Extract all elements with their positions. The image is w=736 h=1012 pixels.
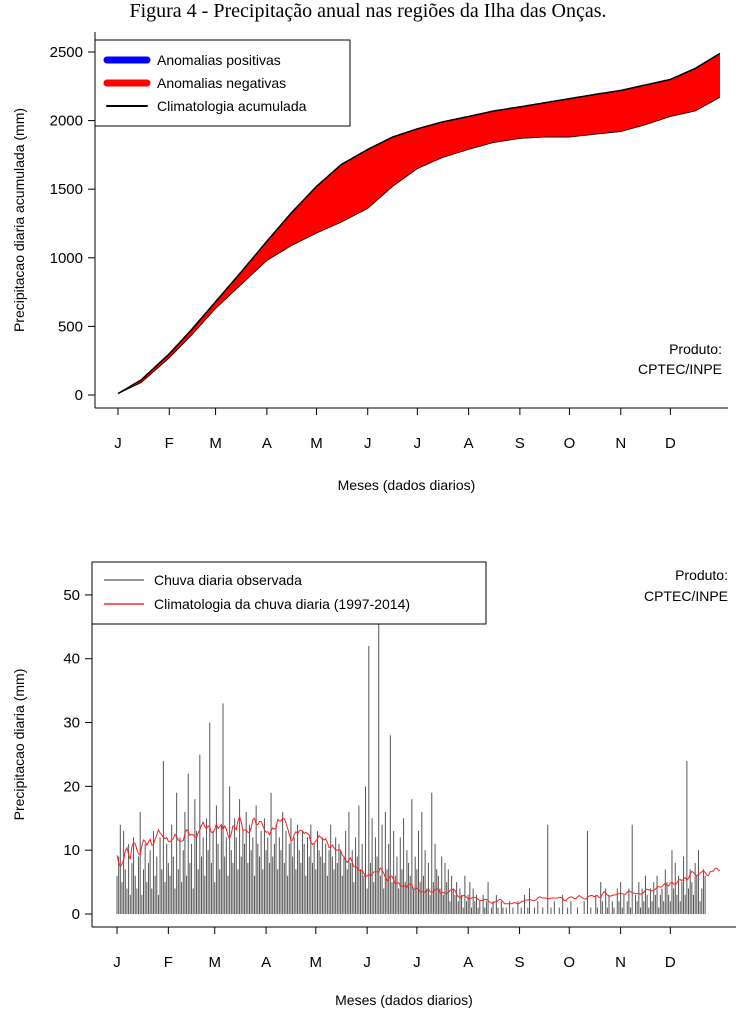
y-tick-label: 30: [63, 715, 80, 732]
x-tick-label: J: [414, 435, 422, 452]
x-tick-label: D: [665, 435, 676, 452]
y-axis-label: Precipitacao diaria (mm): [11, 669, 27, 821]
x-tick-label: J: [363, 954, 371, 971]
observed-bars: [116, 620, 706, 914]
x-tick-label: M: [310, 954, 323, 971]
legend: Chuva diaria observada Climatologia da ch…: [91, 561, 487, 625]
y-tick-label: 40: [63, 651, 80, 668]
x-tick-label: A: [261, 954, 271, 971]
y-axis-label: Precipitacao diaria acumulada (mm): [11, 108, 27, 332]
x-tick-label: J: [113, 954, 121, 971]
y-tick-label: 0: [75, 387, 83, 404]
x-tick-label: M: [310, 435, 323, 452]
legend-label: Anomalias positivas: [157, 52, 281, 68]
x-tick-label: F: [165, 435, 174, 452]
y-tick-label: 20: [63, 778, 80, 795]
legend: Anomalias positivas Anomalias negativas Cl…: [94, 39, 351, 127]
x-tick-label: D: [665, 954, 676, 971]
y-tick-label: 1000: [50, 250, 83, 267]
cumulative-precipitation-chart: 0 500 1000 1500 2000 2500 J F M A M J J A S O N D Meses (d…: [11, 32, 728, 493]
y-tick-label: 50: [63, 587, 80, 604]
x-tick-label: N: [615, 435, 626, 452]
y-tick-label: 2000: [50, 113, 83, 130]
observed-line: [117, 96, 721, 394]
product-source: CPTEC/INPE: [638, 361, 722, 377]
product-label: Produto:: [669, 341, 722, 357]
figure-title: Figura 4 - Precipitação anual nas regiõe…: [129, 0, 607, 22]
y-tick-label: 500: [58, 318, 83, 335]
legend-label: Anomalias negativas: [157, 75, 286, 91]
y-tick-label: 0: [72, 906, 80, 923]
climatology-daily-line: [116, 814, 721, 905]
x-tick-label: A: [464, 435, 474, 452]
x-tick-label: F: [164, 954, 173, 971]
x-tick-label: A: [262, 435, 272, 452]
x-tick-label: S: [515, 435, 525, 452]
product-label: Produto:: [675, 567, 728, 583]
legend-label: Chuva diaria observada: [154, 572, 302, 588]
x-tick-label: J: [364, 435, 372, 452]
y-tick-label: 1500: [50, 181, 83, 198]
x-tick-label: O: [564, 435, 576, 452]
x-tick-label: M: [209, 435, 222, 452]
y-tick-label: 10: [63, 842, 80, 859]
legend-label: Climatologia acumulada: [157, 98, 307, 114]
negative-anomaly-area: [118, 53, 720, 394]
product-source: CPTEC/INPE: [644, 588, 728, 604]
x-tick-label: M: [208, 954, 221, 971]
x-tick-label: J: [114, 435, 122, 452]
x-tick-label: S: [515, 954, 525, 971]
x-tick-label: N: [615, 954, 626, 971]
climatology-line: [117, 52, 721, 395]
legend-label: Climatologia da chuva diaria (1997-2014): [154, 596, 410, 612]
x-axis-label: Meses (dados diarios): [335, 992, 473, 1008]
x-tick-label: O: [563, 954, 575, 971]
x-axis-label: Meses (dados diarios): [338, 477, 476, 493]
x-tick-label: A: [463, 954, 473, 971]
x-tick-label: J: [413, 954, 421, 971]
y-tick-label: 2500: [50, 44, 83, 61]
legend-box: [91, 561, 487, 625]
